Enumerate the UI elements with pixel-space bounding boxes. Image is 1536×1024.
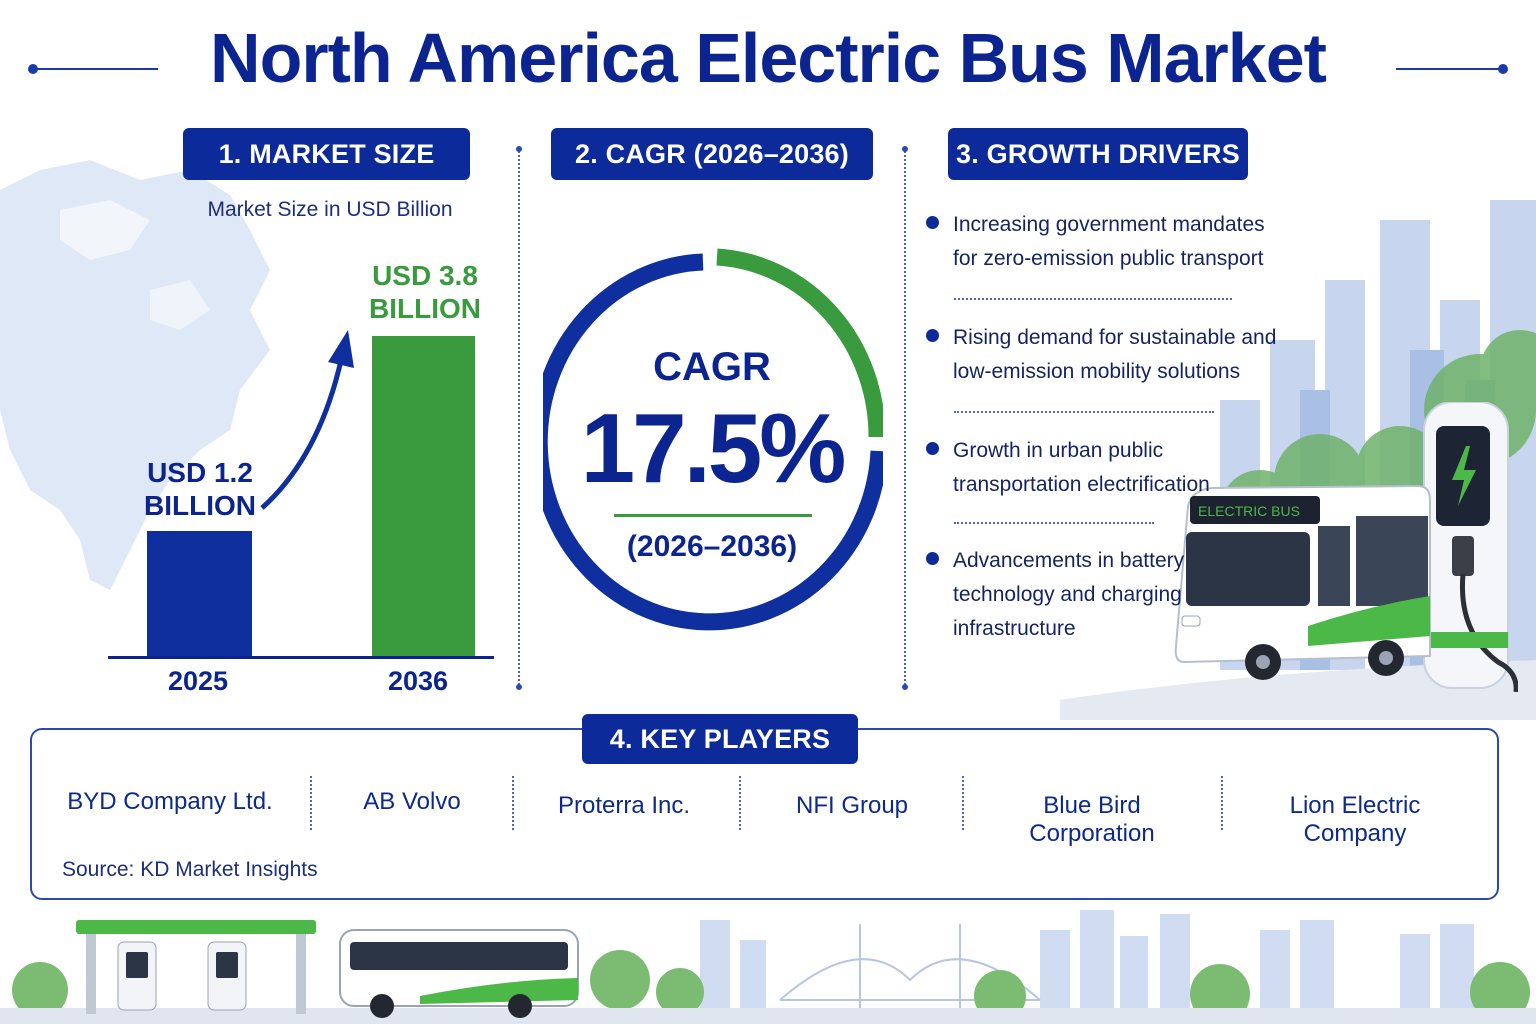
driver-1-line2: for zero-emission public transport <box>953 247 1264 270</box>
electric-bus-icon <box>339 929 579 1018</box>
city-skyline-icon <box>700 910 1474 1024</box>
divider-2 <box>902 146 908 690</box>
bullet-icon <box>926 442 939 455</box>
driver-4-line2: technology and charging <box>953 583 1182 606</box>
bullet-icon <box>926 329 939 342</box>
cagr-ring <box>543 248 883 631</box>
bullet-icon <box>926 552 939 565</box>
cagr-value: 17.5% <box>580 393 847 503</box>
driver-item-2: Rising demand for sustainable and low-em… <box>926 321 1286 389</box>
driver-2-line1: Rising demand for sustainable and <box>953 326 1277 349</box>
player-byd: BYD Company Ltd. <box>67 788 273 815</box>
divider-1 <box>516 146 522 690</box>
player-divider <box>739 776 741 830</box>
key-players-heading: 4. KEY PLAYERS <box>582 714 858 764</box>
cagr-rule <box>614 514 812 517</box>
growth-drivers-heading: 3. GROWTH DRIVERS <box>948 128 1248 180</box>
driver-item-1: Increasing government mandates for zero-… <box>926 208 1286 276</box>
xtick-2025: 2025 <box>167 666 229 696</box>
bus-sign-text: ELECTRIC BUS <box>1198 503 1300 519</box>
charging-station-icon <box>1423 402 1518 692</box>
bottom-scene <box>0 910 1536 1024</box>
driver-item-3: Growth in urban public transportation el… <box>926 434 1286 502</box>
market-size-subtitle: Market Size in USD Billion <box>207 198 453 221</box>
player-nfi: NFI Group <box>795 792 909 819</box>
bar-label-2025-line2: BILLION <box>144 490 256 521</box>
driver-item-4: Advancements in battery technology and c… <box>926 544 1286 646</box>
bar-label-2036: USD 3.8 BILLION <box>345 259 505 325</box>
xtick-2036: 2036 <box>387 666 449 696</box>
cagr-period: (2026–2036) <box>626 530 798 563</box>
player-divider <box>310 776 312 830</box>
bar-2025 <box>147 531 252 657</box>
driver-1-line1: Increasing government mandates <box>953 213 1265 236</box>
driver-4-line1: Advancements in battery <box>953 549 1185 572</box>
player-divider <box>962 776 964 830</box>
player-lion: Lion Electric Company <box>1289 792 1421 847</box>
north-america-map-icon <box>0 160 270 590</box>
bar-label-2036-line1: USD 3.8 <box>372 260 478 291</box>
player-divider <box>1221 776 1223 830</box>
cagr-heading: 2. CAGR (2026–2036) <box>551 128 873 180</box>
driver-2-line2: low-emission mobility solutions <box>953 360 1241 383</box>
bar-label-2025: USD 1.2 BILLION <box>120 456 280 522</box>
player-proterra: Proterra Inc. <box>557 792 691 819</box>
growth-arrow-icon <box>260 330 354 510</box>
player-volvo: AB Volvo <box>363 788 461 815</box>
page-title: North America Electric Bus Market <box>210 19 1327 97</box>
road-ground <box>1060 660 1536 720</box>
bar-label-2036-line2: BILLION <box>369 293 481 324</box>
driver-3-line1: Growth in urban public <box>953 439 1164 462</box>
driver-4-line3: infrastructure <box>953 617 1076 640</box>
driver-separator <box>954 298 1232 300</box>
source-note: Source: KD Market Insights <box>62 858 318 881</box>
player-blue-bird: Blue Bird Corporation <box>1029 792 1155 847</box>
player-divider <box>512 776 514 830</box>
bar-2036 <box>372 336 475 657</box>
cagr-label: CAGR <box>653 345 771 389</box>
electric-bus-icon: ELECTRIC BUS <box>1174 484 1431 680</box>
driver-separator <box>954 522 1154 524</box>
driver-3-line2: transportation electrification <box>953 473 1210 496</box>
market-size-heading: 1. MARKET SIZE <box>183 128 470 180</box>
charging-station-icon <box>76 920 316 1014</box>
driver-separator <box>954 411 1214 413</box>
x-axis <box>108 656 494 659</box>
bullet-icon <box>926 216 939 229</box>
bar-label-2025-line1: USD 1.2 <box>147 457 253 488</box>
